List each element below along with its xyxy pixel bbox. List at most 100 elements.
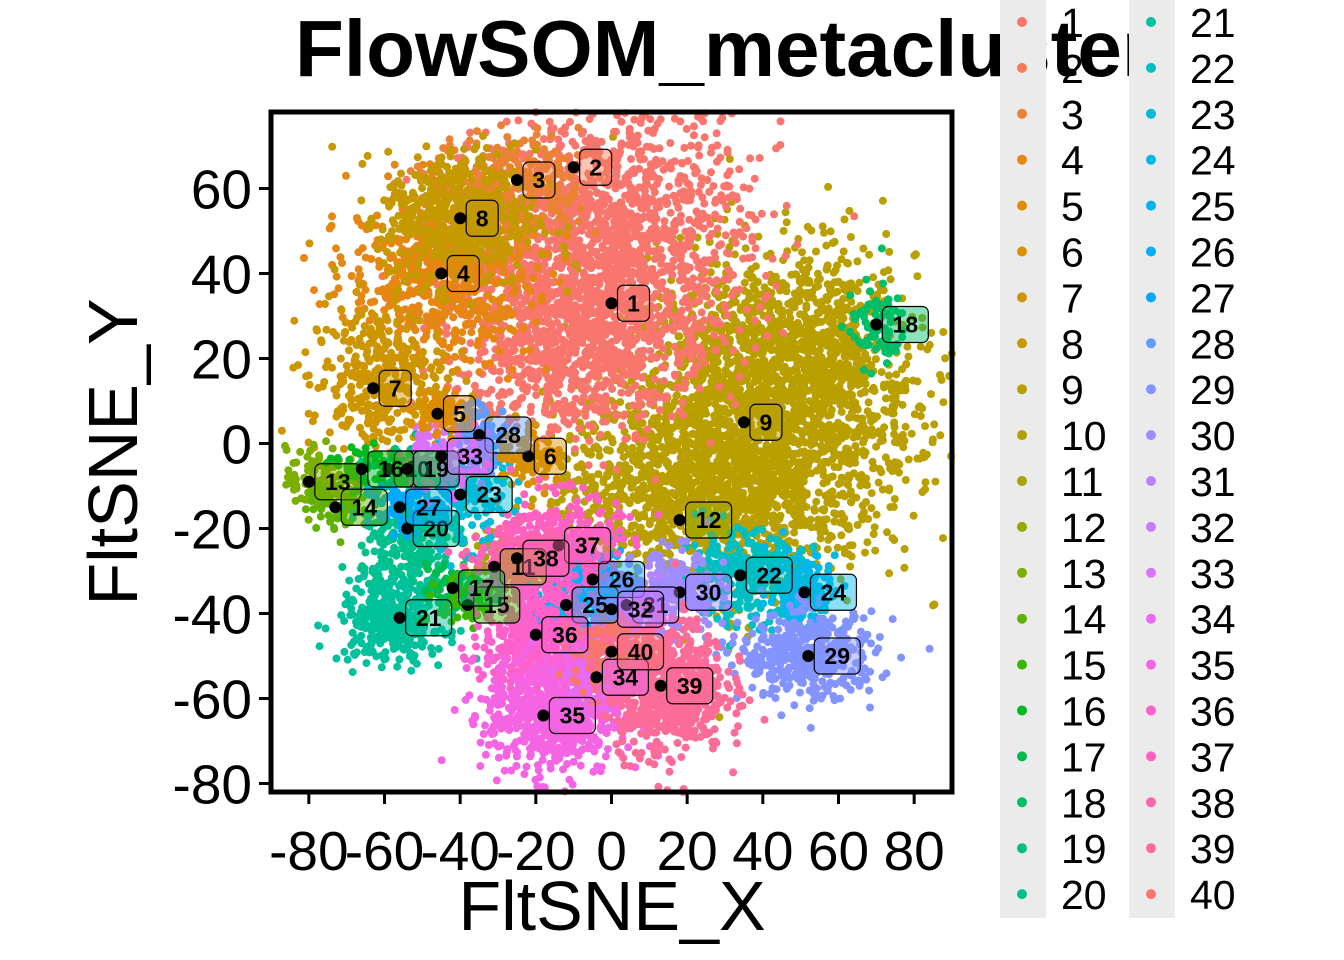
data-point xyxy=(649,276,658,285)
data-point xyxy=(650,188,659,197)
data-point xyxy=(775,515,784,523)
data-point xyxy=(858,414,867,423)
data-point xyxy=(692,446,701,455)
data-point xyxy=(630,115,639,124)
data-point xyxy=(802,503,811,511)
data-point xyxy=(617,198,626,207)
data-point xyxy=(650,500,659,509)
data-point xyxy=(532,391,541,400)
data-point xyxy=(755,154,764,162)
data-point xyxy=(793,459,802,468)
data-point xyxy=(822,515,831,524)
data-point xyxy=(813,269,822,278)
data-point xyxy=(800,256,809,265)
data-point xyxy=(658,278,667,287)
data-point xyxy=(849,469,858,478)
data-point xyxy=(764,364,773,373)
data-point xyxy=(846,562,855,571)
data-point xyxy=(779,329,787,337)
data-point xyxy=(894,468,903,477)
data-point xyxy=(810,505,819,513)
data-point xyxy=(604,226,613,235)
data-point xyxy=(898,365,906,374)
data-point xyxy=(575,476,584,485)
data-point xyxy=(680,384,689,393)
data-point xyxy=(736,390,745,399)
data-point xyxy=(740,477,749,485)
data-point xyxy=(723,145,732,154)
data-point xyxy=(823,545,832,554)
data-point xyxy=(689,131,698,140)
data-point xyxy=(899,443,908,452)
data-point xyxy=(882,230,891,238)
data-point xyxy=(698,349,707,358)
data-point xyxy=(761,503,770,512)
data-point xyxy=(883,528,891,537)
data-point xyxy=(731,298,740,307)
data-point xyxy=(750,285,759,294)
data-point xyxy=(828,361,837,370)
data-point xyxy=(834,396,843,405)
data-point xyxy=(728,491,737,500)
data-point xyxy=(722,202,731,211)
data-point xyxy=(756,518,765,527)
data-point xyxy=(736,204,745,213)
data-point xyxy=(578,247,587,256)
data-point xyxy=(798,470,807,479)
data-point xyxy=(871,355,880,364)
data-point xyxy=(833,299,842,308)
data-point xyxy=(662,456,671,465)
data-point xyxy=(643,425,652,434)
data-point xyxy=(713,405,722,414)
data-point xyxy=(601,191,610,200)
data-point xyxy=(711,358,720,367)
data-point xyxy=(630,325,639,334)
data-point xyxy=(830,288,839,297)
data-point xyxy=(799,356,808,365)
data-point xyxy=(843,401,852,410)
data-point xyxy=(725,167,734,176)
data-point xyxy=(796,329,805,338)
data-point xyxy=(812,389,821,398)
data-point xyxy=(612,465,621,474)
data-point xyxy=(712,287,721,296)
data-point xyxy=(782,498,791,507)
data-point xyxy=(724,434,733,443)
data-point xyxy=(878,485,887,494)
data-point xyxy=(857,356,866,364)
data-point xyxy=(839,389,848,398)
data-point xyxy=(610,402,619,411)
data-point xyxy=(691,377,700,386)
data-point xyxy=(886,503,895,512)
data-point xyxy=(585,189,594,198)
data-point xyxy=(605,446,614,455)
data-point xyxy=(722,462,731,471)
data-point xyxy=(656,268,665,277)
data-point xyxy=(931,477,940,486)
data-point xyxy=(788,520,797,529)
data-point xyxy=(761,393,770,401)
data-point xyxy=(653,179,662,188)
data-point xyxy=(939,398,948,407)
data-point xyxy=(646,347,655,355)
data-point xyxy=(744,345,753,354)
data-point xyxy=(740,358,749,366)
data-point xyxy=(751,343,760,352)
data-point xyxy=(639,410,648,419)
data-point xyxy=(808,435,817,444)
data-point xyxy=(813,277,822,285)
data-point xyxy=(846,233,855,241)
data-point xyxy=(828,337,837,346)
data-point xyxy=(828,493,837,502)
data-point xyxy=(668,475,677,484)
data-point xyxy=(613,492,622,500)
data-point xyxy=(860,388,869,397)
data-point xyxy=(792,367,801,375)
data-point xyxy=(625,476,634,485)
data-point xyxy=(692,207,701,216)
data-point xyxy=(658,157,667,166)
data-point xyxy=(855,278,864,287)
data-point xyxy=(701,539,710,547)
data-point xyxy=(776,117,785,126)
data-point xyxy=(706,468,715,477)
